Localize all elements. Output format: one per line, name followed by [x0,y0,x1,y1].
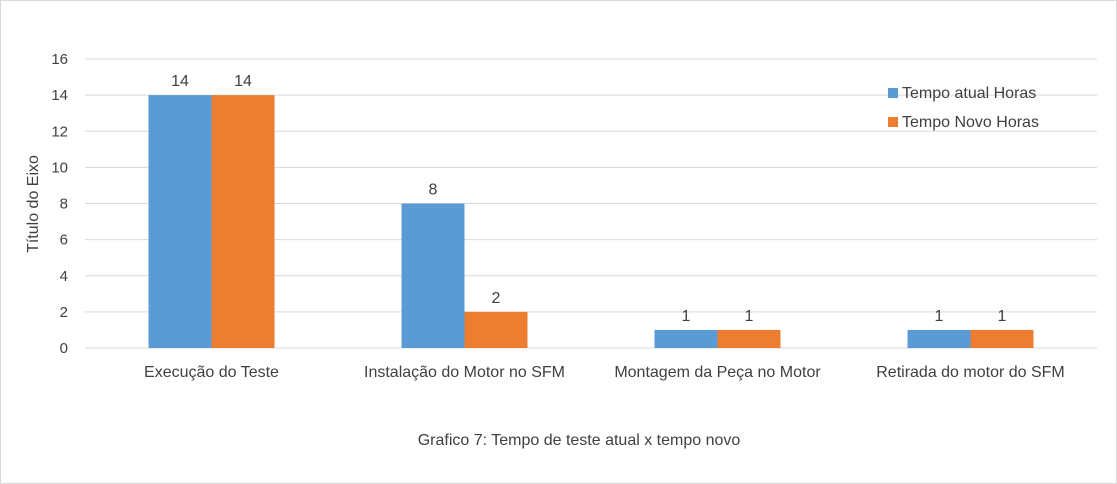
y-tick-label: 12 [51,123,68,140]
data-label: 8 [429,182,438,199]
y-tick-label: 10 [51,159,68,176]
y-axis-title: Título do Eixo [25,155,42,253]
data-labels: 14 14 8 2 1 1 1 1 [171,73,1006,325]
data-label: 14 [171,73,189,90]
y-tick-label: 16 [51,51,68,68]
legend-entry: Tempo Novo Horas [902,114,1039,131]
legend-entry: Tempo atual Horas [902,85,1036,102]
y-axis-ticks: 0 2 4 6 8 10 12 14 16 [51,51,68,357]
y-tick-label: 4 [60,268,68,285]
bar-tempo-atual [401,203,465,348]
legend-swatch [888,117,898,127]
data-label: 14 [234,73,252,90]
y-tick-label: 14 [51,87,68,104]
y-tick-label: 0 [60,340,68,357]
y-tick-label: 8 [60,196,68,213]
bar-tempo-atual [148,95,212,348]
x-category-label: Retirada do motor do SFM [876,364,1065,381]
x-category-label: Instalação do Motor no SFM [364,364,565,381]
bar-tempo-novo [970,329,1034,348]
data-label: 1 [998,308,1007,325]
y-tick-label: 2 [60,304,68,321]
bar-tempo-novo [717,329,781,348]
data-label: 2 [492,290,501,307]
bar-tempo-atual [654,329,718,348]
bars [148,95,1034,348]
y-tick-label: 6 [60,232,68,249]
legend: Tempo atual Horas Tempo Novo Horas [888,85,1039,131]
legend-swatch [888,88,898,98]
bar-tempo-novo [211,95,275,348]
data-label: 1 [682,308,691,325]
x-axis-categories: Execução do Teste Instalação do Motor no … [144,364,1065,381]
chart-caption: Grafico 7: Tempo de teste atual x tempo … [418,432,741,449]
x-category-label: Montagem da Peça no Motor [614,364,821,381]
x-category-label: Execução do Teste [144,364,279,381]
bar-tempo-atual [907,329,971,348]
bar-tempo-novo [464,311,528,348]
data-label: 1 [745,308,754,325]
data-label: 1 [935,308,944,325]
